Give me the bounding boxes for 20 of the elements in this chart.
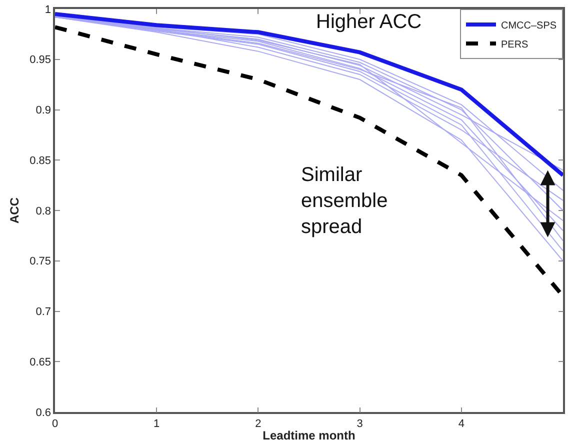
legend-label: PERS xyxy=(501,39,529,50)
x-axis-title: Leadtime month xyxy=(262,428,356,442)
y-tick-label: 0.75 xyxy=(30,256,52,268)
y-axis-title: ACC xyxy=(7,197,22,224)
y-tick-label: 0.9 xyxy=(36,104,52,117)
y-tick-label: 0.8 xyxy=(36,205,52,218)
x-tick-label: 0 xyxy=(52,418,58,430)
y-tick-label: 0.95 xyxy=(30,54,52,66)
annotation: Similar ensemble spread xyxy=(301,164,388,238)
legend-label: CMCC–SPS xyxy=(501,20,557,32)
x-tick-label: 2 xyxy=(255,418,262,430)
x-tick-label: 1 xyxy=(154,418,160,430)
y-tick-label: 1 xyxy=(44,4,52,16)
x-tick-label: 4 xyxy=(458,418,464,430)
y-tick-label: 0.6 xyxy=(36,406,52,419)
x-tick-label: 3 xyxy=(356,418,363,430)
y-tick-label: 0.85 xyxy=(30,154,52,167)
y-tick-label: 0.65 xyxy=(30,356,52,368)
y-tick-label: 0.7 xyxy=(36,306,52,318)
annotation: Higher ACC xyxy=(316,11,422,33)
